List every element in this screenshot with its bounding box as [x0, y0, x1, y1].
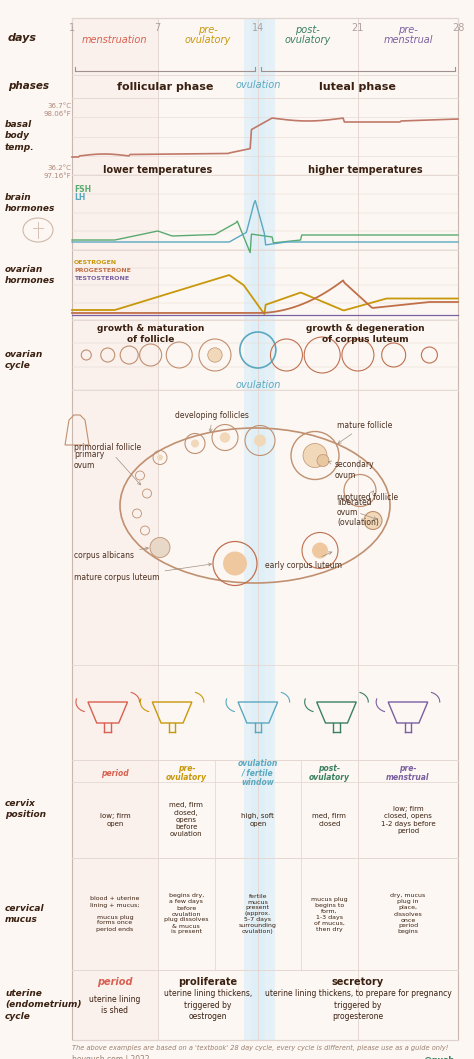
Text: 36.7°C: 36.7°C	[47, 103, 71, 109]
Text: low; firm
open: low; firm open	[100, 813, 130, 827]
Text: mature corpus luteum: mature corpus luteum	[74, 563, 211, 582]
Bar	[244, 18, 275, 1040]
Text: 36.2°C: 36.2°C	[47, 165, 71, 170]
Circle shape	[220, 432, 230, 443]
Text: LH: LH	[74, 194, 85, 202]
Text: PROGESTERONE: PROGESTERONE	[74, 268, 131, 272]
Text: uterine
(endometrium)
cycle: uterine (endometrium) cycle	[5, 989, 82, 1021]
Text: med, firm
closed,
opens
before
ovulation: med, firm closed, opens before ovulation	[169, 803, 203, 838]
Text: high, soft
open: high, soft open	[241, 813, 274, 827]
Text: pre-
menstrual: pre- menstrual	[383, 24, 433, 46]
Circle shape	[150, 538, 170, 557]
Text: cervical
mucus: cervical mucus	[5, 904, 45, 925]
Text: mature follicle: mature follicle	[337, 420, 392, 444]
Text: period: period	[101, 769, 129, 777]
Circle shape	[254, 434, 266, 447]
Text: ovarian
cycle: ovarian cycle	[5, 349, 43, 370]
Text: ovulation
/ fertile
window: ovulation / fertile window	[238, 759, 278, 787]
Text: developing follicles: developing follicles	[175, 411, 249, 432]
Text: med, firm
closed: med, firm closed	[312, 813, 346, 827]
Text: pre-
ovulatory: pre- ovulatory	[166, 764, 207, 783]
Text: @gush.: @gush.	[423, 1056, 458, 1059]
Text: growth & degeneration
of corpus luteum: growth & degeneration of corpus luteum	[306, 324, 424, 344]
Text: blood + uterine
lining + mucus;

mucus plug
forms once
period ends: blood + uterine lining + mucus; mucus pl…	[90, 897, 140, 932]
Text: corpus albicans: corpus albicans	[74, 548, 148, 559]
Text: basal
body
temp.: basal body temp.	[5, 121, 35, 151]
Text: TESTOSTERONE: TESTOSTERONE	[74, 275, 129, 281]
Text: phases: phases	[8, 80, 49, 91]
Text: uterine lining
is shed: uterine lining is shed	[89, 995, 141, 1015]
Text: dry, mucus
plug in
place,
dissolves
once
period
begins: dry, mucus plug in place, dissolves once…	[390, 894, 426, 934]
Circle shape	[223, 552, 247, 575]
Text: ovarian
hormones: ovarian hormones	[5, 265, 55, 285]
Text: 97.16°F: 97.16°F	[43, 173, 71, 179]
Text: secretory: secretory	[332, 977, 384, 987]
Text: higher temperatures: higher temperatures	[308, 165, 422, 175]
Text: ruptured follicle: ruptured follicle	[337, 490, 398, 503]
Text: ovulation: ovulation	[235, 380, 281, 390]
Text: 14: 14	[252, 23, 264, 33]
Circle shape	[191, 439, 199, 448]
Text: low; firm
closed, opens
1-2 days before
period: low; firm closed, opens 1-2 days before …	[381, 806, 435, 833]
Bar	[72, 18, 158, 1040]
Text: FSH: FSH	[74, 185, 91, 195]
Text: secondary
ovum: secondary ovum	[328, 460, 374, 480]
Text: ovulation: ovulation	[235, 80, 281, 90]
Circle shape	[312, 542, 328, 558]
Circle shape	[364, 511, 382, 530]
Text: cervix
position: cervix position	[5, 798, 46, 819]
Text: growth & maturation
of follicle: growth & maturation of follicle	[97, 324, 204, 344]
Text: 1: 1	[69, 23, 75, 33]
Text: mucus plug
begins to
form,
1-3 days
of mucus,
then dry: mucus plug begins to form, 1-3 days of m…	[311, 897, 347, 932]
Text: proliferate: proliferate	[178, 977, 237, 987]
Bar	[251, 18, 265, 1040]
Text: primary
ovum: primary ovum	[74, 450, 104, 469]
Text: lower temperatures: lower temperatures	[103, 165, 212, 175]
Circle shape	[303, 444, 327, 467]
Circle shape	[157, 454, 163, 461]
Text: heygush.com | 2022: heygush.com | 2022	[72, 1056, 150, 1059]
Text: early corpus luteum: early corpus luteum	[265, 552, 342, 570]
Text: brain
hormones: brain hormones	[5, 193, 55, 213]
Text: luteal phase: luteal phase	[319, 82, 396, 91]
Circle shape	[317, 454, 329, 467]
Text: follicular phase: follicular phase	[117, 82, 213, 91]
Text: primordial follicle: primordial follicle	[74, 444, 141, 485]
Text: uterine lining thickens,
triggered by
oestrogen: uterine lining thickens, triggered by oe…	[164, 989, 252, 1021]
Text: 28: 28	[452, 23, 464, 33]
Text: liberated
ovum
(ovulation): liberated ovum (ovulation)	[337, 498, 379, 527]
Text: post-
ovulatory: post- ovulatory	[285, 24, 331, 46]
Text: pre-
ovulatory: pre- ovulatory	[185, 24, 231, 46]
Text: menstruation: menstruation	[82, 35, 147, 44]
Text: post-
ovulatory: post- ovulatory	[309, 764, 350, 783]
Text: begins dry,
a few days
before
ovulation
plug dissolves
& mucus
is present: begins dry, a few days before ovulation …	[164, 894, 209, 934]
Text: 98.06°F: 98.06°F	[43, 111, 71, 116]
Circle shape	[208, 347, 222, 362]
Text: uterine lining thickens, to prepare for pregnancy
triggered by
progesterone: uterine lining thickens, to prepare for …	[264, 989, 451, 1021]
Text: period: period	[97, 977, 133, 987]
Text: pre-
menstrual: pre- menstrual	[386, 764, 430, 783]
Text: 7: 7	[155, 23, 161, 33]
Text: 21: 21	[352, 23, 364, 33]
Text: OESTROGEN: OESTROGEN	[74, 259, 117, 265]
Text: The above examples are based on a 'textbook' 28 day cycle, every cycle is differ: The above examples are based on a 'textb…	[72, 1045, 448, 1051]
Text: fertile
mucus
present
(approx.
5-7 days
surrounding
ovulation): fertile mucus present (approx. 5-7 days …	[239, 894, 277, 934]
Text: days: days	[8, 33, 37, 43]
